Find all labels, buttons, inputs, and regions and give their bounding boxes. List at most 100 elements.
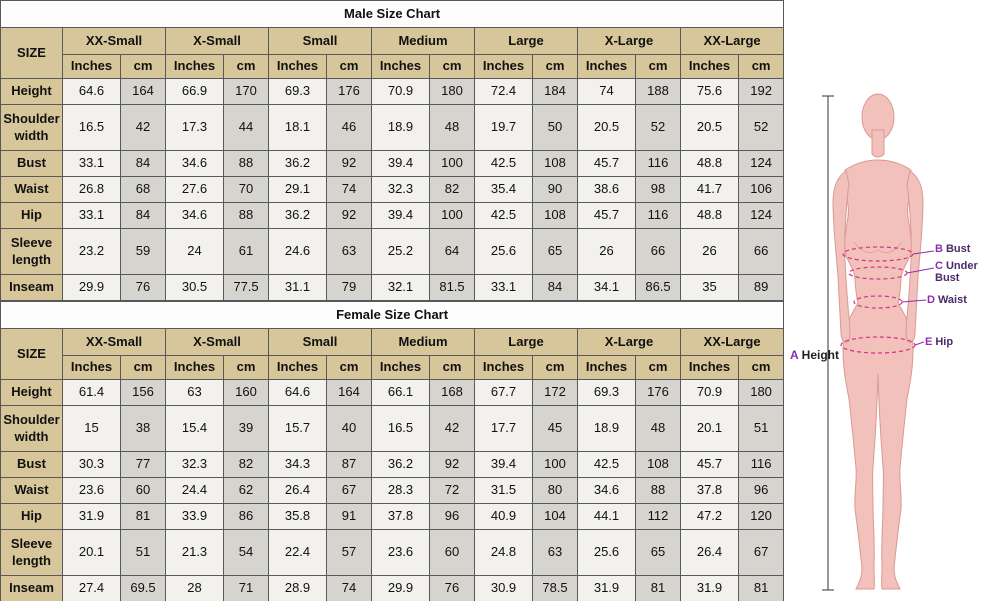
size-header-cell: Medium bbox=[371, 328, 475, 356]
male-size-chart: Male Size Chart SIZE XX-Small X-Small Small M… bbox=[0, 0, 785, 301]
size-header-cell: X-Small bbox=[165, 27, 269, 55]
cm-value: 74 bbox=[326, 176, 372, 203]
row-label: Hip bbox=[0, 202, 63, 229]
bust-contours bbox=[853, 241, 903, 254]
row-label: Inseam bbox=[0, 575, 63, 601]
unit-header-row: Inches cm Inches cm Inches cm Inches cm Inches cm… bbox=[1, 54, 785, 79]
inches-value: 20.5 bbox=[577, 104, 636, 151]
cm-value: 88 bbox=[223, 202, 269, 229]
cm-value: 88 bbox=[635, 477, 681, 504]
inches-value: 26.8 bbox=[62, 176, 121, 203]
inches-value: 24 bbox=[165, 228, 224, 275]
title-row: Female Size Chart bbox=[0, 301, 785, 329]
size-header-cell: Large bbox=[474, 328, 578, 356]
torso-legs-shape bbox=[842, 159, 914, 590]
measurement-row: Sleeve length 23.2 59 24 61 24.6 63 25.2 64 25.6 6… bbox=[0, 228, 785, 275]
inches-value: 27.6 bbox=[165, 176, 224, 203]
inches-value: 61.4 bbox=[62, 379, 121, 406]
cm-value: 77.5 bbox=[223, 274, 269, 301]
female-size-chart: Female Size Chart SIZE XX-Small X-Small Smal… bbox=[0, 301, 785, 601]
right-arm-shape bbox=[905, 170, 924, 344]
cm-value: 48 bbox=[635, 405, 681, 452]
inches-value: 47.2 bbox=[680, 503, 739, 530]
inches-value: 23.2 bbox=[62, 228, 121, 275]
cm-value: 168 bbox=[429, 379, 475, 406]
row-label: Shoulder width bbox=[0, 104, 63, 151]
inches-value: 31.9 bbox=[62, 503, 121, 530]
row-label: Bust bbox=[0, 150, 63, 177]
measurement-row: Inseam 27.4 69.5 28 71 28.9 74 29.9 76 30.9 78.5 31… bbox=[0, 575, 785, 601]
cm-value: 63 bbox=[326, 228, 372, 275]
inches-value: 28.3 bbox=[371, 477, 430, 504]
cm-value: 176 bbox=[635, 379, 681, 406]
inches-value: 31.1 bbox=[268, 274, 327, 301]
inches-value: 35.8 bbox=[268, 503, 327, 530]
cm-value: 63 bbox=[532, 529, 578, 576]
inches-value: 32.1 bbox=[371, 274, 430, 301]
cm-value: 81 bbox=[120, 503, 166, 530]
measurement-row: Hip 31.9 81 33.9 86 35.8 91 37.8 96 40.9 104 44.1 11… bbox=[0, 503, 785, 530]
cm-value: 84 bbox=[120, 150, 166, 177]
inches-header-cell: Inches bbox=[62, 54, 121, 79]
cm-value: 124 bbox=[737, 202, 785, 229]
cm-value: 100 bbox=[532, 451, 578, 478]
inches-value: 63 bbox=[165, 379, 224, 406]
cm-value: 176 bbox=[326, 78, 372, 105]
inches-header-cell: Inches bbox=[680, 355, 739, 380]
chart-title: Male Size Chart bbox=[0, 0, 785, 28]
unit-header-row: Inches cm Inches cm Inches cm Inches cm Inches cm… bbox=[1, 355, 785, 380]
cm-value: 57 bbox=[326, 529, 372, 576]
inches-value: 39.4 bbox=[474, 451, 533, 478]
cm-header-cell: cm bbox=[120, 54, 166, 79]
cm-value: 74 bbox=[326, 575, 372, 601]
waist-annotation: D Waist bbox=[927, 294, 967, 307]
inches-value: 39.4 bbox=[371, 150, 430, 177]
body-silhouette bbox=[832, 93, 924, 590]
cm-value: 80 bbox=[532, 477, 578, 504]
bust-text: Bust bbox=[945, 243, 971, 255]
cm-header-cell: cm bbox=[223, 355, 269, 380]
left-arm-shape bbox=[832, 170, 851, 344]
chart-title: Female Size Chart bbox=[0, 301, 785, 329]
cm-value: 84 bbox=[532, 274, 578, 301]
cm-value: 79 bbox=[326, 274, 372, 301]
inches-value: 29.9 bbox=[371, 575, 430, 601]
measurement-row: Hip 33.1 84 34.6 88 36.2 92 39.4 100 42.5 108 45.7 1… bbox=[0, 202, 785, 229]
cm-value: 88 bbox=[223, 150, 269, 177]
inches-value: 18.9 bbox=[577, 405, 636, 452]
inches-value: 70.9 bbox=[680, 379, 739, 406]
cm-value: 192 bbox=[737, 78, 785, 105]
cm-value: 70 bbox=[223, 176, 269, 203]
size-header-cell: XX-Small bbox=[62, 27, 166, 55]
inches-value: 42.5 bbox=[474, 202, 533, 229]
inches-value: 75.6 bbox=[680, 78, 739, 105]
cm-value: 164 bbox=[120, 78, 166, 105]
inches-value: 36.2 bbox=[268, 202, 327, 229]
inches-value: 31.9 bbox=[680, 575, 739, 601]
inches-value: 48.8 bbox=[680, 202, 739, 229]
measurement-row: Waist 23.6 60 24.4 62 26.4 67 28.3 72 31.5 80 34.6 8… bbox=[0, 477, 785, 504]
inches-value: 29.9 bbox=[62, 274, 121, 301]
cm-value: 108 bbox=[532, 150, 578, 177]
inches-value: 34.6 bbox=[165, 150, 224, 177]
inches-value: 26.4 bbox=[268, 477, 327, 504]
measurement-row: Shoulder width 15 38 15.4 39 15.7 40 16.5 42 17.7… bbox=[0, 405, 785, 452]
inches-value: 66.1 bbox=[371, 379, 430, 406]
size-header-row: SIZE XX-Small X-Small Small Medium Large X-Lar… bbox=[0, 27, 785, 79]
row-label: Sleeve length bbox=[0, 529, 63, 576]
inches-value: 18.9 bbox=[371, 104, 430, 151]
cm-value: 164 bbox=[326, 379, 372, 406]
inches-value: 21.3 bbox=[165, 529, 224, 576]
measurement-row: Shoulder width 16.5 42 17.3 44 18.1 46 18.9 48 19… bbox=[0, 104, 785, 151]
charts-column: Male Size Chart SIZE XX-Small X-Small Small M… bbox=[0, 0, 785, 601]
female-body-figure bbox=[822, 93, 935, 591]
cm-value: 71 bbox=[223, 575, 269, 601]
cm-value: 160 bbox=[223, 379, 269, 406]
figure-panel: A Height B Bust C Under Bust D Waist E Hip bbox=[788, 0, 1000, 601]
inches-value: 30.5 bbox=[165, 274, 224, 301]
cm-header-cell: cm bbox=[429, 54, 475, 79]
inches-value: 48.8 bbox=[680, 150, 739, 177]
size-corner-header: SIZE bbox=[0, 27, 63, 79]
size-header-row: SIZE XX-Small X-Small Small Medium Large X-Lar… bbox=[0, 328, 785, 380]
inches-value: 42.5 bbox=[577, 451, 636, 478]
